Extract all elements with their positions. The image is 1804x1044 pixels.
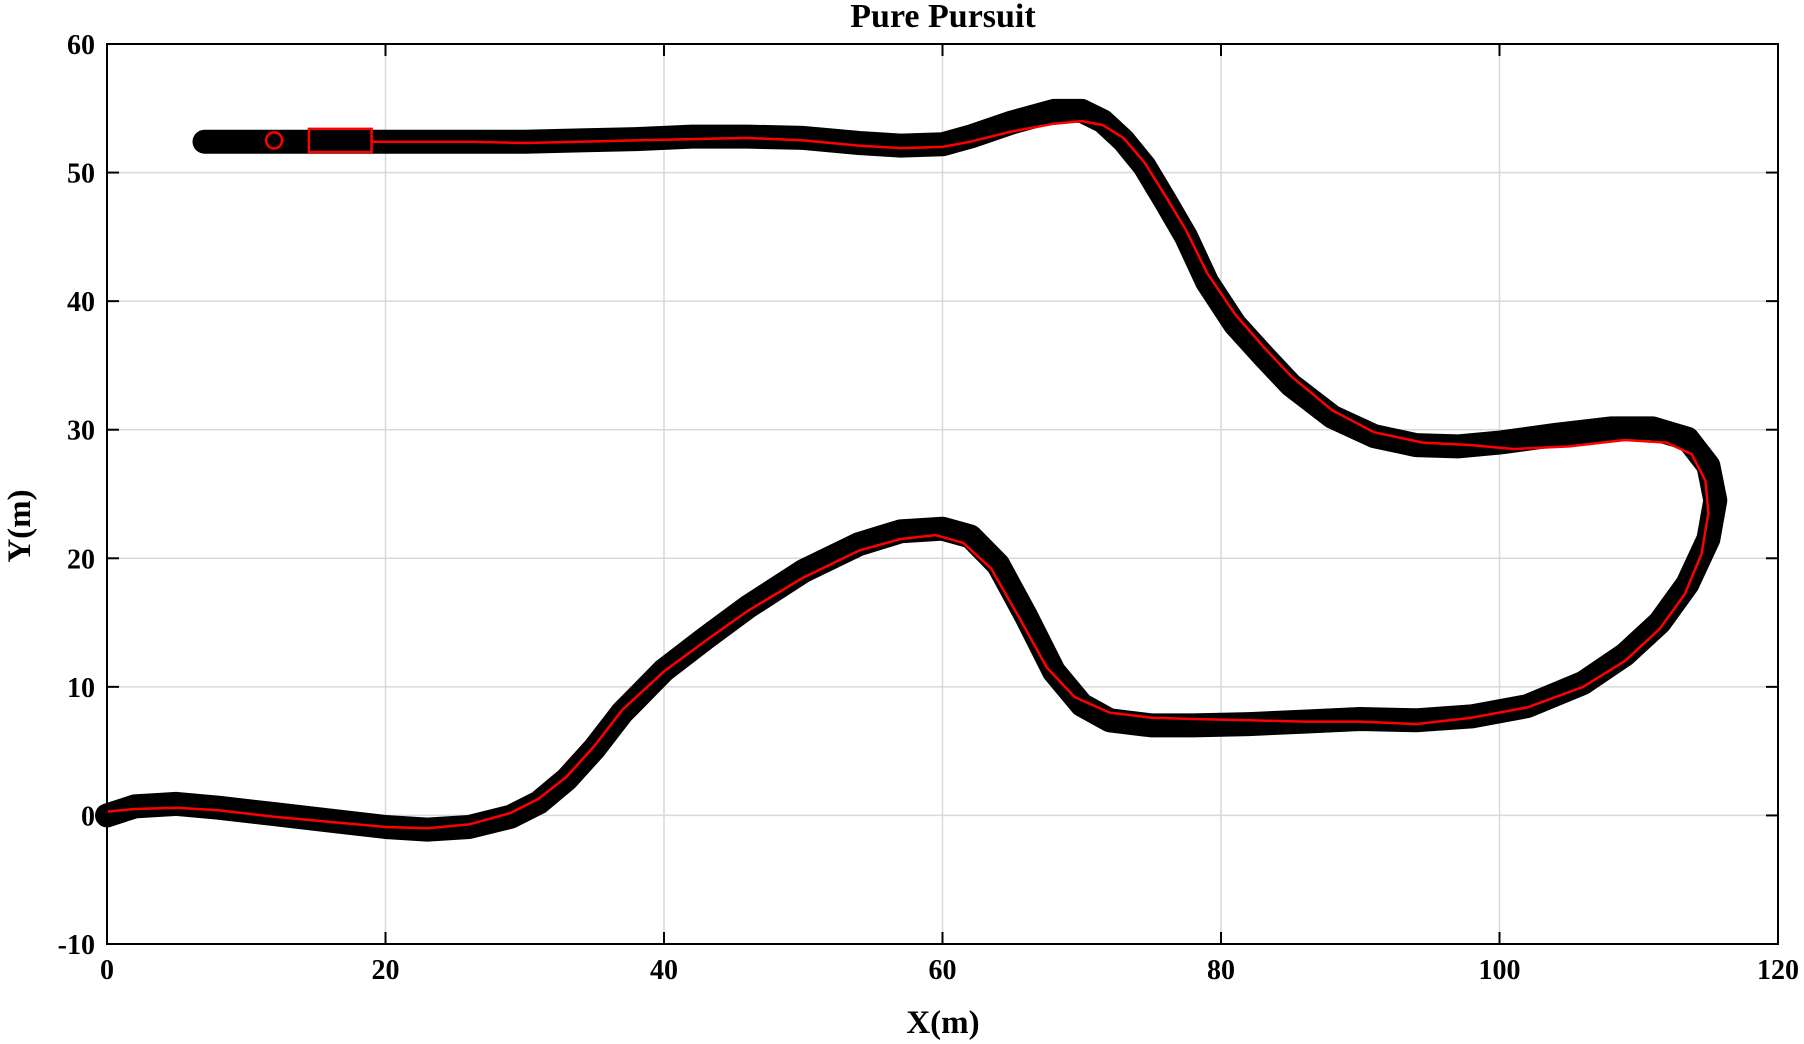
y-tick-label: 0 bbox=[81, 801, 95, 832]
y-tick-label: 50 bbox=[67, 159, 95, 190]
y-tick-label: 40 bbox=[67, 287, 95, 318]
x-tick-label: 100 bbox=[1479, 955, 1521, 986]
y-tick-label: 30 bbox=[67, 416, 95, 447]
x-tick-label: 40 bbox=[650, 955, 678, 986]
y-tick-label: 10 bbox=[67, 673, 95, 704]
x-tick-label: 20 bbox=[372, 955, 400, 986]
y-tick-label: 20 bbox=[67, 544, 95, 575]
x-tick-label: 120 bbox=[1757, 955, 1799, 986]
vehicle-rectangle bbox=[307, 127, 373, 154]
lookahead-point-marker bbox=[264, 131, 284, 150]
y-tick-label: -10 bbox=[58, 930, 95, 961]
x-tick-label: 0 bbox=[100, 955, 114, 986]
annotation-layer bbox=[264, 127, 373, 154]
series-layer bbox=[95, 98, 1728, 842]
x-tick-label: 80 bbox=[1207, 955, 1235, 986]
grid-lines bbox=[107, 44, 1778, 944]
tracked-path-series bbox=[105, 119, 1710, 830]
x-tick-label: 60 bbox=[929, 955, 957, 986]
y-tick-label: 60 bbox=[67, 30, 95, 61]
reference-path-series bbox=[95, 98, 1728, 842]
x-axis-label: X(m) bbox=[906, 1005, 979, 1041]
chart-title: Pure Pursuit bbox=[850, 0, 1036, 35]
y-axis-label: Y(m) bbox=[2, 489, 38, 562]
